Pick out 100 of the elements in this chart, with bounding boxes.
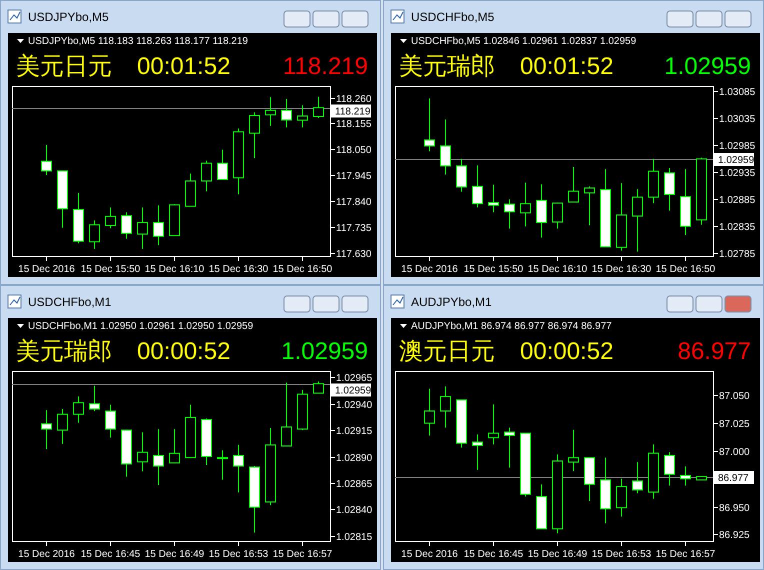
candlestick	[568, 429, 579, 472]
y-tick-label: 1.02935	[719, 168, 756, 179]
candlestick	[41, 410, 52, 450]
y-tick-label: 1.03035	[719, 114, 756, 125]
text: 美元瑞郎	[16, 338, 112, 365]
x-tick-label: 15 Dec 16:30	[592, 264, 652, 275]
y-tick-label: 1.02940	[336, 400, 373, 411]
y-tick-label: 118.155	[336, 119, 372, 130]
x-tick-label: 15 Dec 16:10	[528, 264, 588, 275]
y-tick-label: 117.735	[336, 223, 372, 234]
text: 美元瑞郎	[399, 53, 495, 80]
y-tick-label: 117.630	[336, 249, 372, 260]
y-tick-label: 87.025	[719, 419, 750, 430]
candlestick	[424, 388, 435, 436]
chart-subtitle: AUDJPYbo,M1 86.974 86.977 86.974 86.977	[411, 321, 612, 332]
candlestick	[57, 408, 68, 444]
x-tick-label: 15 Dec 16:10	[144, 264, 205, 275]
x-tick-label: 15 Dec 16:49	[144, 549, 205, 560]
candlestick	[440, 386, 451, 428]
x-tick-label: 15 Dec 16:30	[208, 264, 269, 275]
ref-line-label: 118.219	[335, 106, 371, 118]
candlestick	[456, 158, 467, 192]
text: 00:00:52	[520, 338, 614, 365]
candlestick	[137, 207, 148, 250]
x-tick-label: 15 Dec 16:53	[592, 549, 652, 560]
chart-subtitle: USDCHFbo,M5 1.02846 1.02961 1.02837 1.02959	[411, 36, 637, 47]
x-tick-label: 15 Dec 16:57	[272, 549, 333, 560]
text: 1.02959	[664, 53, 751, 80]
candlestick	[281, 382, 292, 446]
candlestick	[472, 164, 483, 208]
candlestick	[89, 220, 100, 250]
candlestick	[632, 462, 643, 494]
text: 00:01:52	[520, 53, 614, 80]
candlestick	[424, 98, 435, 152]
y-tick-label: 118.260	[336, 94, 372, 105]
candlestick	[504, 198, 515, 229]
candlestick	[504, 427, 515, 468]
candlestick	[632, 188, 643, 252]
candlestick	[281, 98, 292, 128]
y-tick-label: 1.02985	[719, 141, 756, 152]
x-tick-label: 15 Dec 16:50	[656, 264, 716, 275]
candlestick	[73, 396, 84, 424]
candlestick	[217, 149, 228, 180]
candlestick	[488, 184, 499, 213]
x-tick-label: 15 Dec 16:49	[528, 549, 588, 560]
y-tick-label: 87.050	[719, 391, 750, 402]
y-tick-label: 1.02865	[336, 479, 373, 490]
candlestick	[616, 478, 627, 518]
y-tick-label: 1.02835	[719, 222, 756, 233]
chart-title: AUDJPYbo,M1	[411, 295, 492, 309]
chart-subtitle: USDCHFbo,M1 1.02950 1.02961 1.02950 1.02959	[28, 321, 254, 332]
y-tick-label: 117.945	[336, 171, 372, 182]
candlestick	[89, 385, 100, 412]
candlestick	[105, 207, 116, 229]
text: 00:01:52	[137, 53, 230, 80]
ref-line-label: 1.02959	[335, 386, 372, 396]
text: 澳元日元	[399, 339, 495, 365]
candlestick	[313, 381, 324, 394]
candlestick	[169, 428, 180, 464]
ref-line-label: 1.02959	[718, 155, 755, 166]
chart-title: USDCHFbo,M1	[28, 295, 112, 309]
candlestick	[153, 204, 164, 246]
candlestick	[297, 104, 308, 128]
candlestick	[664, 168, 675, 212]
candlestick	[552, 202, 563, 229]
y-tick-label: 117.840	[336, 197, 372, 208]
y-tick-label: 118.050	[336, 145, 372, 156]
x-tick-label: 15 Dec 15:50	[80, 264, 141, 275]
x-tick-label: 15 Dec 2016	[18, 264, 76, 275]
candlestick	[121, 212, 132, 240]
candlestick	[201, 160, 212, 192]
y-tick-label: 86.925	[719, 530, 750, 541]
candlestick	[568, 166, 579, 203]
y-tick-label: 1.02785	[719, 249, 756, 260]
candlestick	[137, 432, 148, 472]
y-tick-label: 1.02915	[336, 426, 373, 437]
candlestick	[520, 182, 531, 227]
text: 1.02959	[281, 338, 368, 365]
x-tick-label: 15 Dec 16:53	[208, 549, 269, 560]
x-tick-label: 15 Dec 16:57	[656, 549, 716, 560]
y-tick-label: 1.03085	[719, 87, 756, 98]
candlestick	[265, 96, 276, 126]
y-tick-label: 1.02965	[336, 373, 373, 384]
candlestick	[472, 434, 483, 470]
text: 00:00:52	[137, 338, 230, 365]
candlestick	[664, 452, 675, 486]
candlestick	[680, 466, 691, 486]
y-tick-label: 86.950	[719, 503, 750, 514]
y-tick-label: 87.000	[719, 447, 750, 458]
ref-line-label: 86.977	[718, 473, 750, 484]
candlestick	[249, 112, 260, 159]
candlestick	[584, 186, 595, 226]
x-tick-label: 15 Dec 2016	[18, 549, 76, 560]
chart-title: USDCHFbo,M5	[411, 10, 495, 24]
text: 美元日元	[16, 53, 112, 80]
candlestick	[536, 184, 547, 238]
y-tick-label: 1.02890	[336, 453, 373, 464]
x-tick-label: 15 Dec 16:45	[80, 549, 141, 560]
x-tick-label: 15 Dec 16:45	[464, 549, 524, 560]
chart-title: USDJPYbo,M5	[28, 10, 110, 24]
